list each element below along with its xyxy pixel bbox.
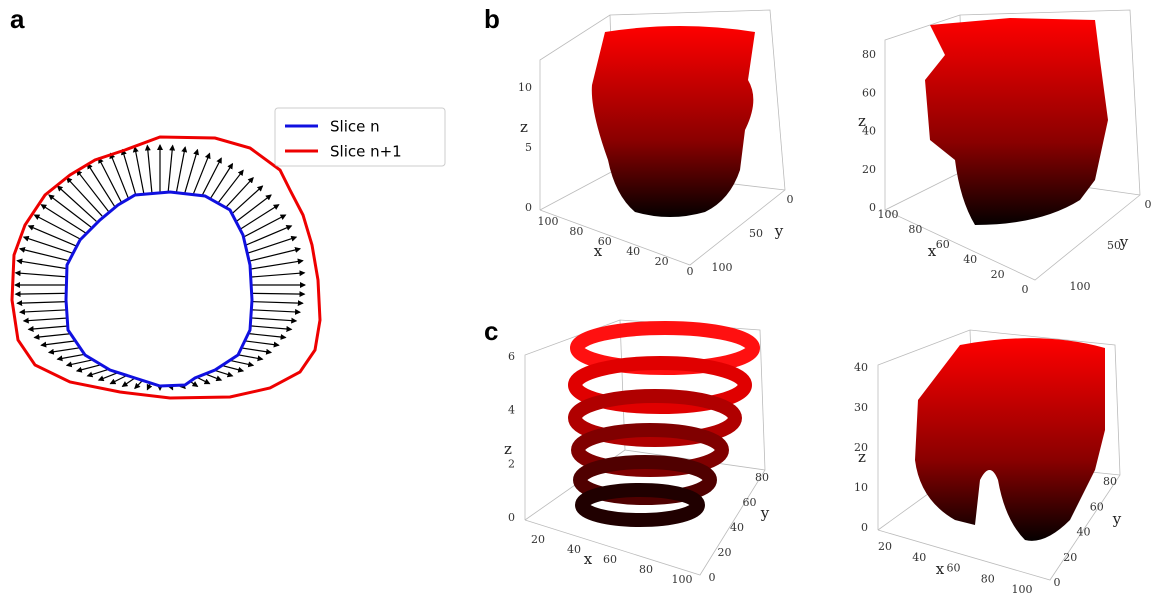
arrow [238, 215, 286, 240]
arrow [147, 146, 152, 196]
z-tick-label: 0 [861, 521, 868, 534]
arrow [110, 153, 129, 200]
y-tick-label: 0 [787, 193, 794, 206]
y-tick-label: 0 [1054, 576, 1061, 589]
z-tick-label: 20 [862, 163, 876, 176]
arrow [20, 310, 73, 313]
x-tick-label: 100 [878, 208, 899, 221]
arrow [17, 261, 71, 270]
y-axis-label: y [1112, 510, 1122, 528]
x-tick-label: 80 [639, 563, 653, 576]
z-axis-label: z [504, 440, 512, 458]
y-tick-label: 80 [755, 471, 769, 484]
y-tick-label: 0 [1145, 198, 1152, 211]
x-tick-label: 60 [947, 562, 961, 575]
z-tick-label: 2 [508, 457, 515, 470]
x-tick-label: 60 [603, 553, 617, 566]
y-axis-label: y [1119, 233, 1129, 251]
slice-n-contour [66, 192, 252, 386]
z-tick-label: 60 [862, 86, 876, 99]
y-tick-label: 20 [718, 546, 732, 559]
z-tick-label: 10 [518, 81, 532, 94]
y-tick-label: 20 [1063, 551, 1077, 564]
arrow [250, 273, 305, 277]
arrow [135, 147, 145, 196]
x-tick-label: 20 [531, 533, 545, 546]
x-axis-label: x [936, 560, 945, 578]
arrow [16, 293, 71, 294]
x-axis-label: x [584, 550, 593, 568]
z-tick-label: 4 [508, 404, 515, 417]
z-tick-label: 0 [869, 201, 876, 214]
x-tick-label: 100 [538, 215, 559, 228]
y-axis-label: y [760, 504, 770, 522]
arrow [99, 158, 122, 203]
panel-label: a [10, 4, 25, 34]
x-tick-label: 40 [963, 253, 977, 266]
legend-label: Slice n [330, 118, 380, 136]
x-tick-label: 20 [991, 268, 1005, 281]
x-axis-label: x [928, 242, 937, 260]
z-axis-label: z [858, 448, 866, 466]
y-tick-label: 80 [1103, 475, 1117, 488]
z-tick-label: 30 [854, 401, 868, 414]
legend-label: Slice n+1 [330, 143, 402, 161]
y-tick-label: 100 [712, 261, 733, 274]
arrow [16, 273, 71, 277]
z-axis-label: z [520, 118, 528, 136]
y-tick-label: 60 [1090, 500, 1104, 513]
x-tick-label: 40 [626, 245, 640, 258]
panel-label: c [484, 316, 498, 346]
y-tick-label: 40 [1077, 526, 1091, 539]
z-tick-label: 40 [854, 361, 868, 374]
arrow [88, 164, 116, 207]
x-tick-label: 80 [908, 223, 922, 236]
x-tick-label: 0 [1022, 283, 1029, 296]
y-tick-label: 50 [749, 227, 763, 240]
x-tick-label: 100 [1012, 583, 1033, 596]
z-tick-label: 80 [862, 48, 876, 61]
z-axis-label: z [858, 112, 866, 130]
arrow [249, 301, 303, 303]
spiral [575, 328, 753, 520]
z-tick-label: 6 [508, 350, 515, 363]
y-tick-label: 100 [1070, 280, 1091, 293]
arrow [183, 150, 197, 198]
z-tick-label: 0 [525, 201, 532, 214]
arrow [29, 226, 79, 247]
x-tick-label: 80 [981, 572, 995, 585]
panel-label: b [484, 4, 500, 34]
x-tick-label: 80 [569, 225, 583, 238]
x-tick-label: 20 [655, 255, 669, 268]
x-tick-label: 0 [687, 265, 694, 278]
y-tick-label: 40 [730, 521, 744, 534]
arrow [242, 226, 292, 247]
arrow [247, 310, 300, 313]
arrow [122, 150, 136, 198]
figure: a b c Slice n Slice n+1 0510z10080604020… [0, 0, 1163, 597]
y-tick-label: 0 [709, 571, 716, 584]
x-tick-label: 60 [936, 238, 950, 251]
arrow [17, 301, 71, 303]
z-tick-label: 0 [508, 511, 515, 524]
z-tick-label: 5 [525, 141, 532, 154]
x-tick-label: 40 [912, 551, 926, 564]
x-tick-label: 40 [567, 543, 581, 556]
arrow [245, 317, 297, 320]
arrow [176, 147, 186, 196]
arrow [249, 261, 303, 270]
legend: Slice n Slice n+1 [275, 108, 445, 166]
arrow [34, 215, 82, 240]
x-tick-label: 20 [878, 540, 892, 553]
arrow [168, 146, 173, 196]
y-axis-label: y [774, 222, 784, 240]
z-tick-label: 10 [854, 481, 868, 494]
arrow [250, 293, 305, 294]
x-axis-label: x [594, 242, 603, 260]
x-tick-label: 100 [672, 573, 693, 586]
y-tick-label: 60 [743, 496, 757, 509]
